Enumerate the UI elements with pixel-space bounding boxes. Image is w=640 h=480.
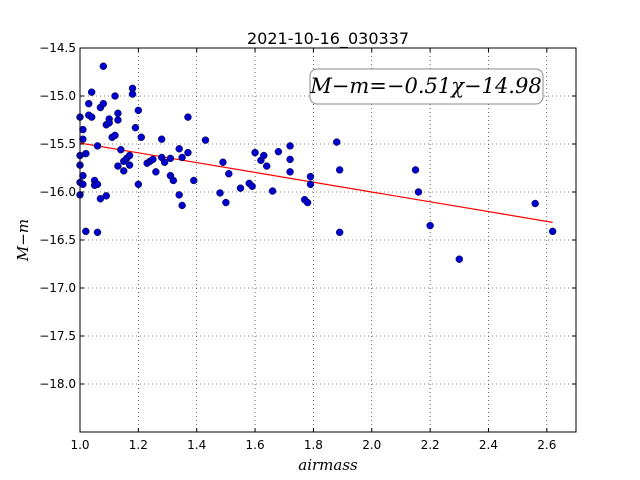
annotation-text: M−m=−0.51χ−14.98 xyxy=(309,74,541,98)
y-tick-label: −15.5 xyxy=(39,137,76,151)
data-point xyxy=(268,187,277,195)
x-tick-label: 2.6 xyxy=(537,438,556,452)
x-axis: 1.0 1.2 1.4 1.6 1.8 2.0 2.2 2.4 2.6 xyxy=(70,48,556,452)
y-tick-label: −17.5 xyxy=(39,329,76,343)
data-point xyxy=(219,158,227,166)
data-point xyxy=(335,228,344,237)
chart-title: 2021-10-16_030337 xyxy=(247,29,409,49)
data-point xyxy=(248,182,256,190)
data-point xyxy=(102,192,110,200)
data-point xyxy=(455,255,463,263)
data-point xyxy=(117,146,125,154)
data-point xyxy=(306,172,315,181)
data-point xyxy=(134,106,143,115)
data-point xyxy=(184,113,192,121)
x-tick-label: 1.4 xyxy=(187,438,206,452)
data-point xyxy=(201,136,210,144)
x-tick-label: 1.6 xyxy=(246,438,265,452)
data-point xyxy=(114,109,122,117)
x-tick-label: 1.0 xyxy=(70,438,89,452)
data-point xyxy=(85,99,93,108)
data-point xyxy=(175,145,183,153)
data-point xyxy=(114,116,122,124)
y-axis-label: M−m xyxy=(14,219,32,262)
y-tick-label: −15.0 xyxy=(39,89,76,103)
data-point xyxy=(137,133,145,141)
data-point xyxy=(99,62,108,70)
data-point xyxy=(99,99,108,108)
data-point xyxy=(335,166,344,174)
grid xyxy=(79,47,576,432)
data-point xyxy=(333,138,341,146)
data-point xyxy=(303,198,312,207)
x-tick-label: 2.0 xyxy=(362,438,381,452)
data-point xyxy=(131,123,140,132)
data-point xyxy=(111,131,119,140)
data-point xyxy=(178,201,186,210)
data-point xyxy=(149,155,157,164)
annotation-box: M−m=−0.51χ−14.98 xyxy=(309,68,544,105)
data-point xyxy=(96,195,105,203)
y-tick-label: −18.0 xyxy=(39,377,76,391)
data-point xyxy=(222,198,230,207)
y-axis: −14.5 −15.0 −15.5 −16.0 −16.5 −17.0 −17.5 −18.0 xyxy=(39,41,576,391)
y-tick-label: −17.0 xyxy=(39,281,76,295)
data-point xyxy=(414,188,423,196)
data-point xyxy=(260,151,268,160)
data-point xyxy=(178,153,186,162)
data-points xyxy=(76,62,557,263)
data-point xyxy=(175,191,183,199)
data-point xyxy=(426,221,434,230)
data-point xyxy=(93,142,102,150)
x-axis-label: airmass xyxy=(298,456,358,474)
y-tick-label: −14.5 xyxy=(39,41,76,55)
data-point xyxy=(225,170,233,178)
data-point xyxy=(274,147,283,156)
data-point xyxy=(306,180,315,189)
data-point xyxy=(152,168,160,176)
data-point xyxy=(166,154,175,163)
data-point xyxy=(251,148,259,157)
x-tick-label: 2.2 xyxy=(421,438,440,452)
data-point xyxy=(531,199,539,208)
data-point xyxy=(411,166,420,174)
x-tick-label: 2.4 xyxy=(479,438,498,452)
data-point xyxy=(87,113,96,121)
data-point xyxy=(125,161,134,169)
data-point xyxy=(157,135,166,143)
data-point xyxy=(286,142,294,150)
data-point xyxy=(190,176,198,185)
y-tick-label: −16.0 xyxy=(39,185,76,199)
data-point xyxy=(93,228,102,237)
data-point xyxy=(286,168,294,176)
data-point xyxy=(134,180,143,189)
data-point xyxy=(105,119,113,127)
data-point xyxy=(236,184,245,192)
data-point xyxy=(93,180,102,189)
data-point xyxy=(111,92,119,100)
data-point xyxy=(548,227,557,236)
data-point xyxy=(169,176,178,185)
data-point xyxy=(263,162,271,170)
data-point xyxy=(120,167,128,175)
data-point xyxy=(286,155,294,164)
x-tick-label: 1.8 xyxy=(304,438,323,452)
data-point xyxy=(82,227,90,236)
data-point xyxy=(82,149,90,158)
data-point xyxy=(79,171,87,180)
data-point xyxy=(79,125,87,134)
data-point xyxy=(216,189,224,197)
data-point xyxy=(184,148,192,157)
data-point xyxy=(79,135,87,143)
data-point xyxy=(128,90,137,98)
y-tick-label: −16.5 xyxy=(39,233,76,247)
data-point xyxy=(114,162,122,170)
data-point xyxy=(79,180,87,189)
data-point xyxy=(125,151,134,160)
x-tick-label: 1.2 xyxy=(129,438,148,452)
data-point xyxy=(87,88,96,96)
data-point xyxy=(160,158,169,166)
